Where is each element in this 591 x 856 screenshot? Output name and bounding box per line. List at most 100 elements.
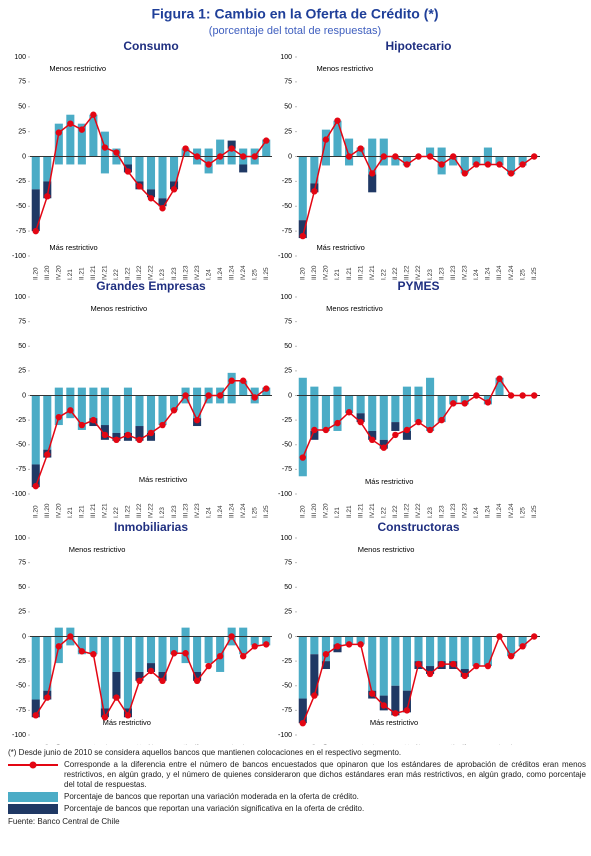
bar — [333, 636, 342, 645]
x-tick-label: IV.22 — [148, 503, 155, 518]
x-tick-label: IV.21 — [102, 265, 109, 280]
y-tick-label: -25 — [282, 658, 292, 665]
x-tick-label: IV.23 — [462, 503, 469, 518]
y-tick-label: -100 — [12, 491, 26, 498]
bar — [495, 377, 504, 396]
bar — [449, 636, 458, 662]
annotation: Menos restrictivo — [91, 304, 148, 313]
net-marker — [426, 426, 434, 434]
bar — [483, 147, 492, 157]
net-marker — [369, 436, 376, 444]
x-tick-label: III.20 — [44, 744, 51, 745]
bar — [298, 636, 307, 699]
x-tick-label: IV.21 — [369, 265, 376, 280]
bar — [460, 156, 469, 174]
bar — [391, 636, 400, 686]
y-tick-label: -75 — [16, 707, 26, 714]
x-tick-label: II.22 — [392, 505, 399, 518]
y-tick-label: 0 — [288, 392, 292, 399]
net-marker — [507, 170, 515, 177]
legend-item: Porcentaje de bancos que reportan una va… — [8, 804, 586, 814]
x-tick-label: II.22 — [125, 505, 132, 518]
y-tick-label: -100 — [278, 253, 292, 260]
bar — [460, 395, 469, 405]
x-tick-label: III.24 — [496, 265, 503, 280]
x-tick-label: III.23 — [450, 503, 457, 518]
x-tick-label: I.22 — [113, 269, 120, 280]
y-tick-label: -75 — [16, 466, 26, 473]
bar — [449, 395, 458, 405]
x-tick-label: II.21 — [346, 505, 353, 518]
y-tick-label: 0 — [22, 392, 26, 399]
net-marker — [170, 186, 178, 193]
bar — [227, 140, 236, 149]
source: Fuente: Banco Central de Chile — [8, 817, 120, 826]
bar — [345, 138, 354, 157]
y-tick-label: 50 — [18, 343, 26, 350]
net-marker — [228, 377, 235, 384]
x-tick-label: IV.20 — [56, 265, 63, 280]
bar — [170, 395, 179, 411]
net-marker — [311, 692, 318, 699]
bar — [31, 636, 40, 700]
bar — [216, 395, 225, 404]
net-marker — [239, 653, 247, 660]
x-tick-label: IV.20 — [56, 744, 63, 745]
net-marker — [496, 375, 503, 382]
bar — [368, 156, 377, 175]
x-tick-label: II.20 — [32, 505, 39, 518]
bar — [321, 395, 330, 431]
y-tick-label: -50 — [16, 442, 26, 449]
bar — [100, 131, 109, 157]
bar — [123, 636, 132, 709]
bar — [89, 114, 98, 157]
y-tick-label: -100 — [278, 491, 292, 498]
x-tick-label: IV.23 — [194, 265, 201, 280]
bar — [379, 395, 388, 440]
net-marker — [44, 451, 51, 458]
x-tick-label: IV.22 — [148, 265, 155, 280]
bar — [181, 627, 190, 637]
x-tick-label: I.22 — [113, 507, 120, 518]
bar — [391, 395, 400, 423]
bar — [158, 636, 167, 672]
net-marker — [438, 660, 445, 668]
net-marker — [531, 392, 538, 399]
net-marker — [193, 416, 201, 424]
bar — [77, 395, 86, 430]
y-tick-label: -75 — [282, 707, 292, 714]
net-marker — [403, 161, 411, 168]
net-marker — [182, 392, 189, 399]
x-tick-label: III.21 — [357, 744, 364, 745]
bar — [379, 156, 388, 166]
y-tick-label: 100 — [280, 535, 292, 542]
bar — [193, 636, 202, 672]
net-marker — [450, 660, 457, 668]
bar — [181, 387, 190, 396]
x-tick-label: IV.24 — [240, 265, 247, 280]
net-marker — [182, 650, 189, 657]
x-tick-label: III.20 — [44, 265, 51, 280]
bar — [345, 395, 354, 414]
annotation: Más restrictivo — [49, 243, 97, 252]
bar — [181, 148, 190, 157]
bar — [333, 386, 342, 396]
x-tick-label: IV.21 — [102, 503, 109, 518]
x-tick-label: III.24 — [228, 265, 235, 280]
y-tick-label: 75 — [18, 559, 26, 566]
net-marker — [415, 660, 422, 668]
bar — [518, 156, 527, 166]
legend-item: Porcentaje de bancos que reportan una va… — [8, 792, 586, 802]
bar — [77, 123, 86, 157]
bar — [100, 708, 109, 718]
bar — [146, 636, 156, 664]
x-tick-label: III.20 — [311, 265, 318, 280]
x-tick-label: I.24 — [205, 269, 212, 280]
bar — [89, 395, 98, 419]
bar — [298, 377, 307, 396]
legend-text: Porcentaje de bancos que reportan una va… — [64, 792, 359, 801]
net-marker — [147, 195, 155, 202]
x-tick-label: II.25 — [531, 267, 538, 280]
y-tick-label: 75 — [18, 318, 26, 325]
net-marker — [32, 482, 39, 490]
